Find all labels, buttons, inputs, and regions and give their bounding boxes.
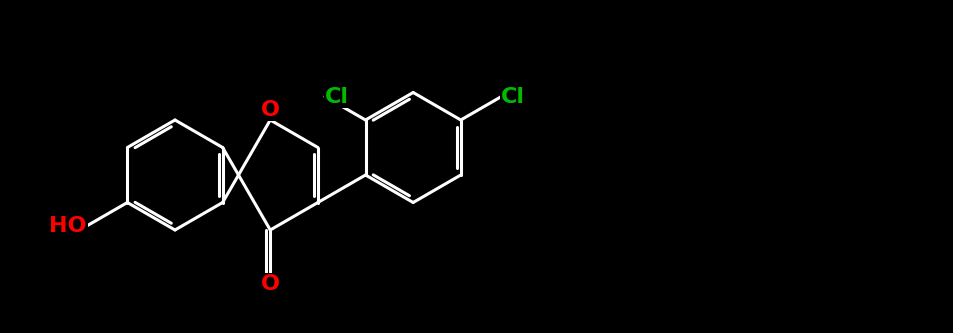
Text: HO: HO	[50, 216, 87, 236]
Text: Cl: Cl	[500, 87, 525, 107]
Text: O: O	[260, 274, 279, 294]
Text: O: O	[260, 100, 279, 120]
Text: Cl: Cl	[325, 87, 349, 107]
